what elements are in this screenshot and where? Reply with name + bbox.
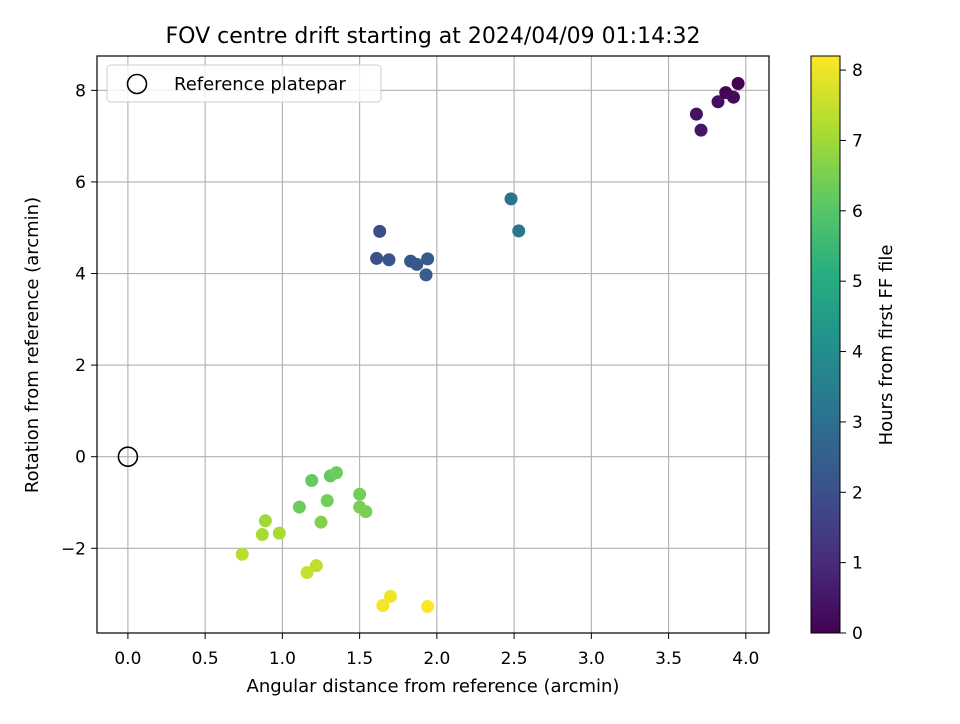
- colorbar-tick-label: 5: [852, 272, 863, 292]
- legend-label-reference: Reference platepar: [174, 74, 346, 95]
- data-point: [384, 589, 398, 603]
- y-tick-label: 6: [75, 173, 86, 193]
- x-tick-label: 1.0: [269, 649, 296, 669]
- data-point: [314, 515, 328, 529]
- x-tick-label: 4.0: [732, 649, 759, 669]
- data-point: [410, 257, 424, 271]
- data-point: [419, 268, 433, 282]
- grid-lines: [97, 56, 769, 633]
- x-tick-label: 1.5: [346, 649, 373, 669]
- y-tick-label: 8: [75, 81, 86, 101]
- data-point: [731, 76, 745, 90]
- colorbar-tick-label: 4: [852, 343, 863, 363]
- x-tick-label: 0.0: [114, 649, 141, 669]
- colorbar-tick-label: 3: [852, 413, 863, 433]
- x-tick-label: 2.5: [501, 649, 528, 669]
- plot-area-frame: [96, 55, 770, 634]
- colorbar-gradient: [810, 55, 841, 634]
- data-point: [309, 559, 323, 573]
- data-point: [382, 253, 396, 267]
- x-tick-label: 3.5: [655, 649, 682, 669]
- legend: Reference platepar: [106, 64, 382, 103]
- data-point: [300, 566, 314, 580]
- colorbar-tick-label: 8: [852, 61, 863, 81]
- data-point: [376, 599, 390, 613]
- chart-title: FOV centre drift starting at 2024/04/09 …: [166, 24, 701, 49]
- data-point: [373, 224, 387, 238]
- y-axis-ticks: −2 0 2 4 6 8: [61, 81, 97, 559]
- data-point: [694, 123, 708, 137]
- data-point: [292, 500, 306, 514]
- y-tick-label: 2: [75, 356, 86, 376]
- data-point: [235, 547, 249, 561]
- reference-point: [117, 446, 139, 467]
- data-point: [255, 528, 269, 542]
- data-point: [711, 95, 725, 109]
- colorbar-tick-label: 2: [852, 483, 863, 503]
- y-axis-label: Rotation from reference (arcmin): [22, 197, 43, 493]
- data-point: [359, 505, 373, 519]
- data-point: [726, 90, 740, 104]
- data-point: [421, 599, 435, 613]
- colorbar-tick-label: 7: [852, 131, 863, 151]
- reference-layer: [117, 446, 139, 467]
- y-tick-label: 0: [75, 448, 86, 468]
- data-point: [370, 251, 384, 265]
- data-point: [272, 526, 286, 540]
- data-point: [512, 224, 526, 238]
- data-point: [258, 514, 272, 528]
- colorbar-tick-label: 6: [852, 202, 863, 222]
- legend-box: [106, 64, 382, 103]
- legend-marker-reference: [126, 73, 148, 95]
- data-points: [235, 76, 745, 613]
- x-axis-label: Angular distance from reference (arcmin): [247, 676, 620, 697]
- data-point: [504, 192, 518, 206]
- x-tick-label: 2.0: [423, 649, 450, 669]
- data-point: [353, 487, 367, 501]
- y-tick-label: 4: [75, 265, 86, 285]
- y-tick-label: −2: [61, 539, 86, 559]
- data-point: [329, 466, 343, 480]
- colorbar-label: Hours from first FF file: [876, 245, 897, 446]
- data-point: [320, 494, 334, 508]
- x-tick-label: 3.0: [578, 649, 605, 669]
- data-point: [421, 252, 435, 266]
- colorbar-tick-label: 0: [852, 624, 863, 644]
- x-axis-ticks: 0.0 0.5 1.0 1.5 2.0 2.5 3.0 3.5 4.0: [114, 633, 759, 669]
- colorbar-ticks: 0 1 2 3 4 5 6 7 8: [840, 61, 863, 644]
- x-tick-label: 0.5: [192, 649, 219, 669]
- data-point: [305, 474, 319, 488]
- data-point: [689, 107, 703, 121]
- colorbar-tick-label: 1: [852, 554, 863, 574]
- colorbar: 0 1 2 3 4 5 6 7 8 Hours from first FF file: [810, 55, 897, 644]
